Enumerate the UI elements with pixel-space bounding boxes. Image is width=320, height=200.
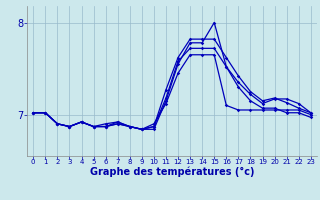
X-axis label: Graphe des températures (°c): Graphe des températures (°c) (90, 167, 254, 177)
